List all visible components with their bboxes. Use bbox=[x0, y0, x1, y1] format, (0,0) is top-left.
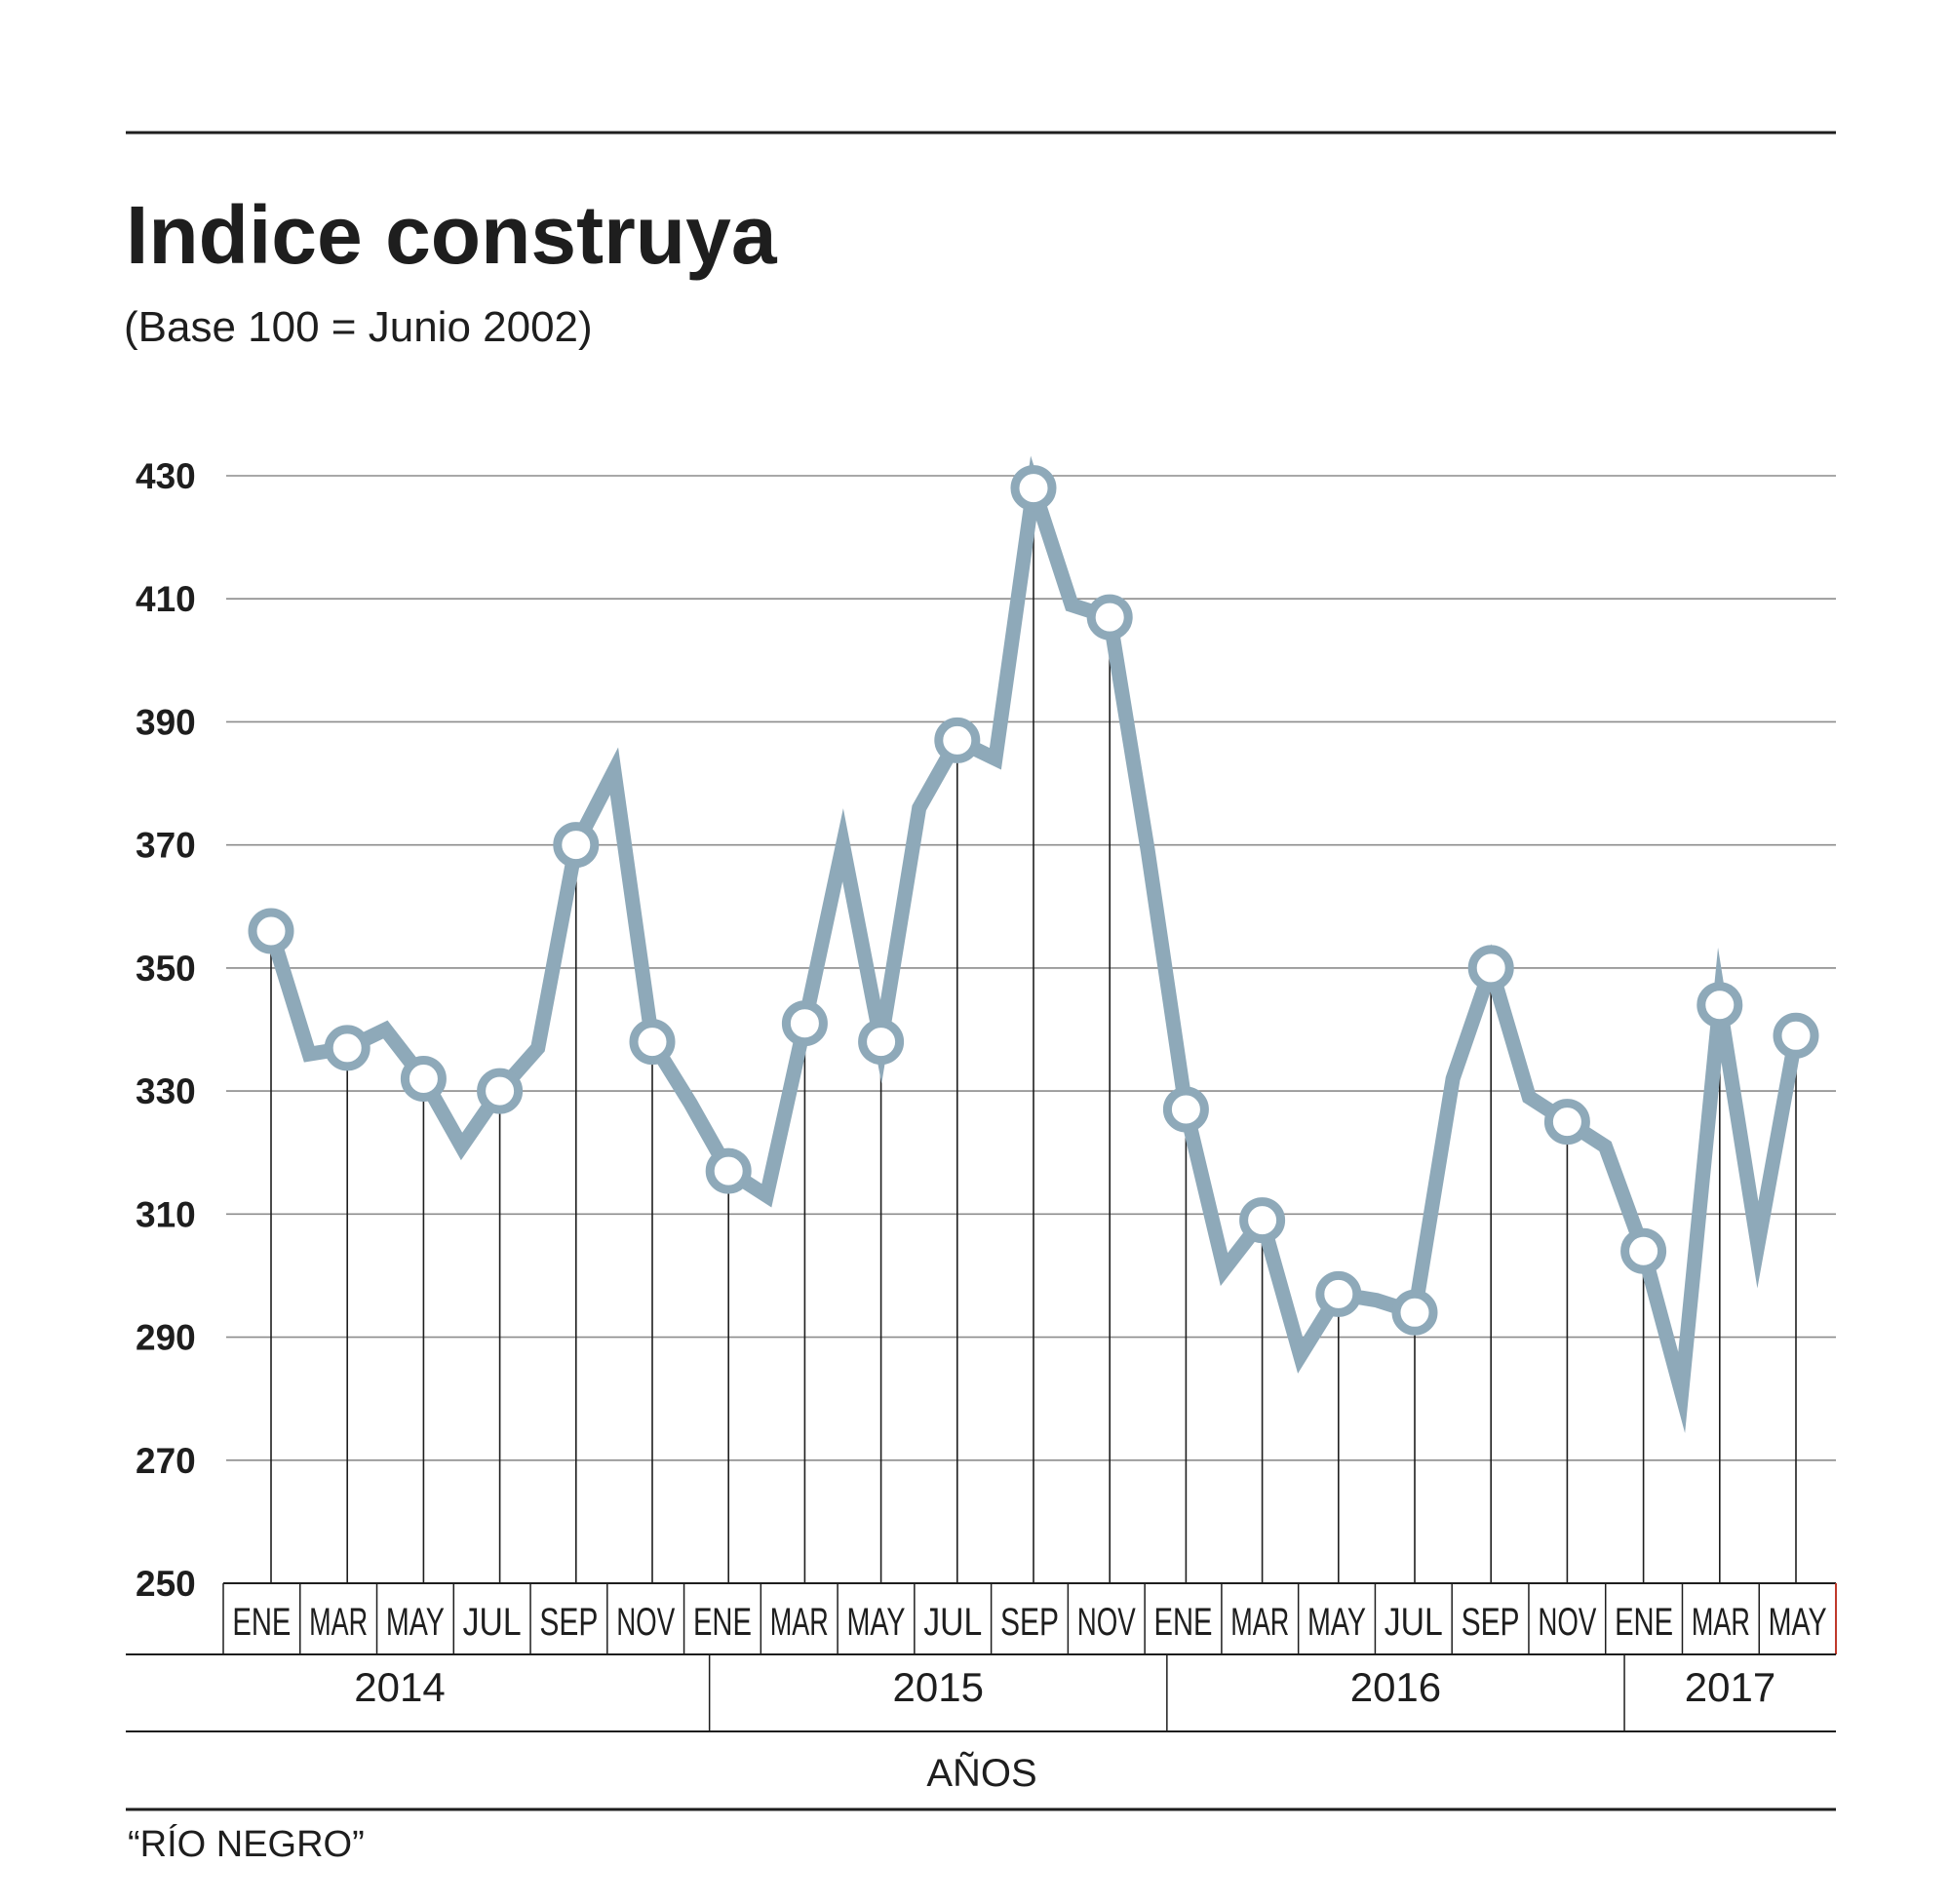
data-point bbox=[477, 1068, 524, 1114]
data-point bbox=[324, 1025, 370, 1071]
y-tick-label: 350 bbox=[136, 949, 196, 989]
month-label: ENE bbox=[232, 1601, 291, 1644]
month-label: MAR bbox=[770, 1601, 829, 1644]
data-point bbox=[553, 822, 600, 869]
year-label: 2017 bbox=[1685, 1664, 1775, 1710]
data-point bbox=[1086, 594, 1133, 641]
chart-subtitle: (Base 100 = Junio 2002) bbox=[124, 303, 593, 351]
month-label: JUL bbox=[923, 1601, 982, 1644]
data-point bbox=[400, 1055, 447, 1102]
month-label: JUL bbox=[463, 1601, 522, 1644]
data-point bbox=[248, 908, 294, 954]
month-label: MAR bbox=[1692, 1601, 1750, 1644]
month-label: SEP bbox=[539, 1601, 598, 1644]
month-label: NOV bbox=[1077, 1601, 1136, 1644]
data-point bbox=[1620, 1227, 1667, 1274]
data-point bbox=[1162, 1086, 1209, 1133]
month-label: SEP bbox=[1000, 1601, 1059, 1644]
data-point bbox=[1239, 1197, 1286, 1244]
y-tick-label: 290 bbox=[136, 1318, 196, 1358]
month-label: SEP bbox=[1462, 1601, 1520, 1644]
chart-title: Indice construya bbox=[126, 189, 778, 281]
x-axis: ENE MAR MAY JUL SEP NOV ENE MAR MAY JUL SEP NOV ENE M… bbox=[126, 1582, 1837, 1732]
month-label: ENE bbox=[693, 1601, 752, 1644]
data-point bbox=[1467, 945, 1514, 991]
data-point bbox=[858, 1019, 905, 1066]
data-point bbox=[1391, 1289, 1438, 1336]
data-point bbox=[934, 717, 981, 763]
y-tick-label: 270 bbox=[136, 1441, 196, 1481]
y-tick-label: 310 bbox=[136, 1194, 196, 1234]
month-label: JUL bbox=[1384, 1601, 1443, 1644]
data-point bbox=[1315, 1270, 1362, 1317]
y-tick-label: 370 bbox=[136, 826, 196, 866]
source-credit: “RÍO NEGRO” bbox=[128, 1823, 365, 1865]
month-label: ENE bbox=[1154, 1601, 1213, 1644]
month-label: MAR bbox=[309, 1601, 368, 1644]
month-label: ENE bbox=[1615, 1601, 1673, 1644]
data-point bbox=[1010, 465, 1057, 512]
data-point bbox=[781, 1000, 828, 1047]
month-label: MAR bbox=[1230, 1601, 1289, 1644]
y-tick-label: 250 bbox=[136, 1564, 196, 1604]
drop-lines bbox=[270, 487, 1797, 1583]
month-label: NOV bbox=[616, 1601, 675, 1644]
data-point bbox=[1773, 1012, 1819, 1059]
month-label: MAY bbox=[846, 1601, 905, 1644]
gridlines bbox=[226, 475, 1836, 1584]
year-label: 2014 bbox=[354, 1664, 445, 1710]
y-axis-ticks: 250 270 290 310 330 350 370 390 410 430 bbox=[136, 456, 196, 1604]
data-point bbox=[1696, 982, 1743, 1029]
month-label: MAY bbox=[1769, 1601, 1827, 1644]
series-layer bbox=[248, 455, 1819, 1433]
data-point bbox=[705, 1147, 752, 1194]
y-tick-label: 410 bbox=[136, 579, 196, 619]
year-label: 2015 bbox=[893, 1664, 984, 1710]
y-tick-label: 430 bbox=[136, 456, 196, 496]
month-label: MAY bbox=[1307, 1601, 1366, 1644]
data-point bbox=[1543, 1099, 1590, 1146]
month-label: NOV bbox=[1538, 1601, 1596, 1644]
y-tick-label: 390 bbox=[136, 702, 196, 742]
x-axis-title: AÑOS bbox=[926, 1751, 1036, 1795]
data-point bbox=[629, 1019, 676, 1066]
month-label: MAY bbox=[386, 1601, 445, 1644]
year-label: 2016 bbox=[1350, 1664, 1441, 1710]
y-tick-label: 330 bbox=[136, 1071, 196, 1111]
